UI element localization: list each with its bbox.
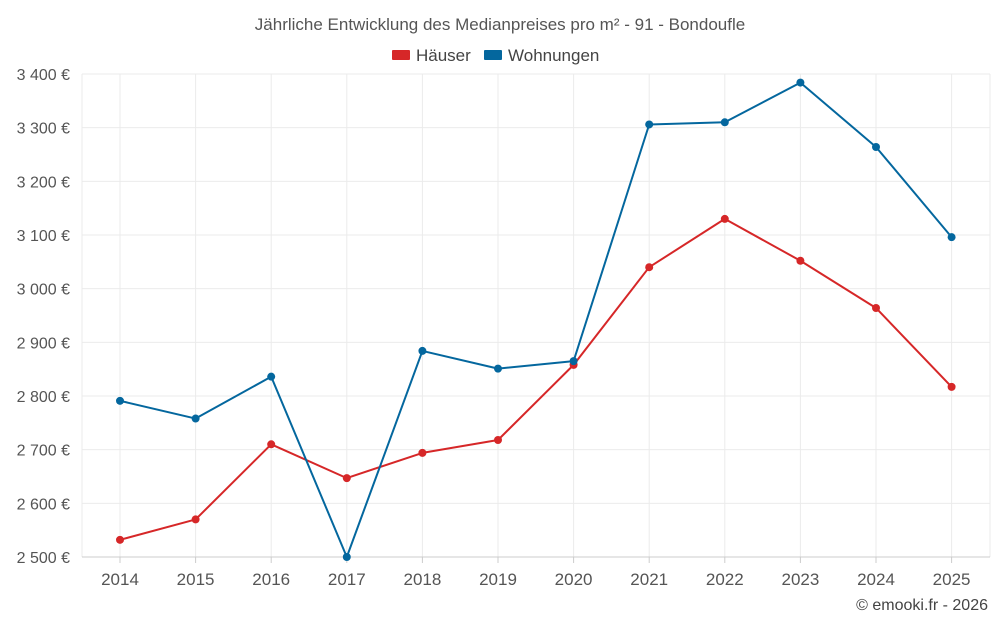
data-point-0-8: [720, 214, 729, 223]
data-point-1-1: [191, 414, 200, 423]
y-tick-label: 3 300 €: [17, 121, 70, 138]
data-point-0-7: [645, 263, 654, 272]
data-point-0-3: [342, 474, 351, 483]
x-tick-label: 2020: [555, 570, 593, 589]
series-line-0: [119, 217, 953, 541]
data-point-0-9: [796, 256, 805, 265]
y-tick-label: 2 700 €: [17, 443, 70, 460]
x-tick-label: 2015: [177, 570, 215, 589]
x-tick-label: 2017: [328, 570, 366, 589]
data-point-0-1: [191, 515, 200, 524]
data-point-1-0: [116, 396, 124, 405]
data-point-1-6: [569, 357, 578, 366]
data-point-1-3: [342, 553, 351, 561]
y-tick-label: 3 000 €: [17, 282, 70, 299]
grid: [81, 73, 991, 558]
data-point-1-10: [872, 142, 880, 151]
x-tick-label: 2025: [933, 570, 971, 589]
data-point-1-7: [645, 120, 654, 129]
legend-swatch-0: [392, 50, 410, 60]
y-tick-label: 2 500 €: [17, 550, 70, 567]
series-group: [116, 78, 956, 561]
data-point-0-0: [116, 535, 124, 544]
x-axis-ticks: 2014 2015 2016 2017 2018 2019 2020 2021 2022 2023…: [101, 557, 971, 589]
x-tick-label: 2024: [857, 570, 895, 589]
y-tick-label: 2 600 €: [17, 496, 70, 513]
y-tick-label: 2 800 €: [17, 389, 70, 406]
x-tick-label: 2023: [781, 570, 819, 589]
data-point-0-5: [494, 436, 502, 445]
x-tick-label: 2018: [403, 570, 441, 589]
legend-label-1: Wohnungen: [508, 46, 599, 65]
data-point-1-11: [947, 233, 956, 242]
x-tick-label: 2019: [479, 570, 517, 589]
y-tick-label: 3 100 €: [17, 228, 70, 245]
data-point-0-10: [872, 303, 880, 312]
data-point-0-11: [947, 382, 956, 391]
data-point-1-2: [267, 372, 276, 381]
y-axis-ticks: 2 500 € 2 600 € 2 700 € 2 800 € 2 900 € 3 000…: [17, 67, 70, 567]
y-tick-label: 3 400 €: [17, 67, 70, 84]
credit-text: © emooki.fr - 2026: [856, 597, 988, 614]
y-tick-label: 3 200 €: [17, 174, 70, 191]
data-point-1-5: [494, 364, 502, 373]
legend-label-0: Häuser: [416, 46, 471, 65]
x-tick-label: 2022: [706, 570, 744, 589]
legend-swatch-1: [484, 50, 502, 60]
x-tick-label: 2021: [630, 570, 668, 589]
x-tick-label: 2016: [252, 570, 290, 589]
data-point-0-2: [267, 440, 276, 449]
data-point-1-4: [418, 346, 427, 355]
y-tick-label: 2 900 €: [17, 335, 70, 352]
chart-title: Jährliche Entwicklung des Medianpreises …: [255, 15, 745, 34]
legend: Häuser Wohnungen: [392, 46, 599, 65]
x-tick-label: 2014: [101, 570, 139, 589]
data-point-0-4: [418, 448, 427, 457]
data-point-1-8: [720, 118, 729, 127]
data-point-1-9: [796, 78, 805, 87]
series-line-1: [119, 81, 953, 558]
